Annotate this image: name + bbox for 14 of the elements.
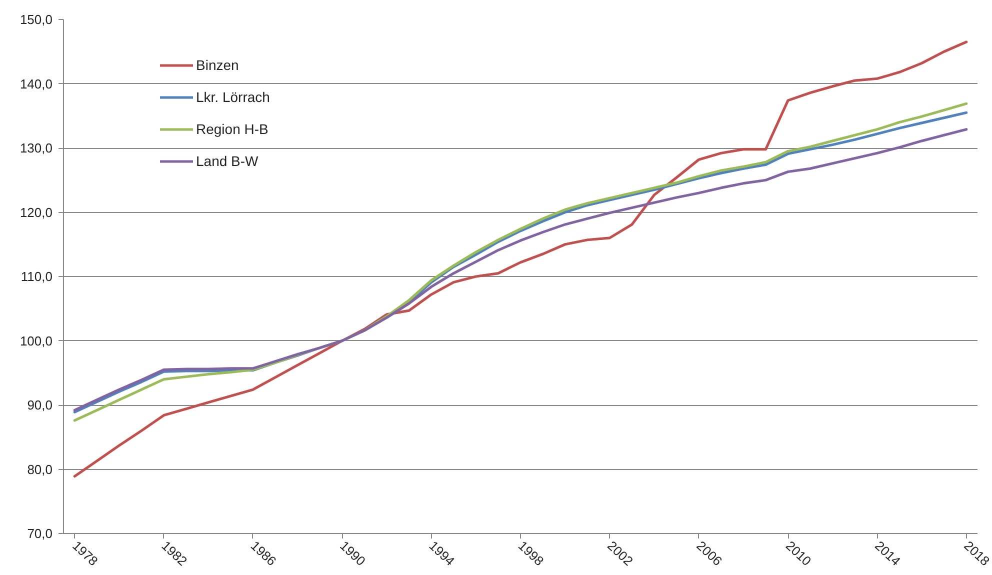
y-tick-label: 90,0 bbox=[27, 398, 53, 412]
legend-label: Region H-B bbox=[196, 120, 268, 139]
legend-label: Lkr. Lörrach bbox=[196, 88, 270, 107]
legend-label: Binzen bbox=[196, 56, 239, 75]
y-tick-label: 100,0 bbox=[20, 333, 53, 348]
legend-label: Land B-W bbox=[196, 152, 258, 171]
y-tick-label: 140,0 bbox=[20, 76, 53, 92]
y-tick-label: 130,0 bbox=[20, 140, 53, 156]
y-tick-label: 70,0 bbox=[27, 526, 53, 541]
y-tick-label: 110,0 bbox=[20, 269, 53, 284]
y-tick-label: 120,0 bbox=[20, 204, 53, 220]
line-series bbox=[73, 40, 968, 478]
y-tick-label: 80,0 bbox=[27, 462, 53, 477]
y-tick-label: 150,0 bbox=[20, 12, 53, 27]
